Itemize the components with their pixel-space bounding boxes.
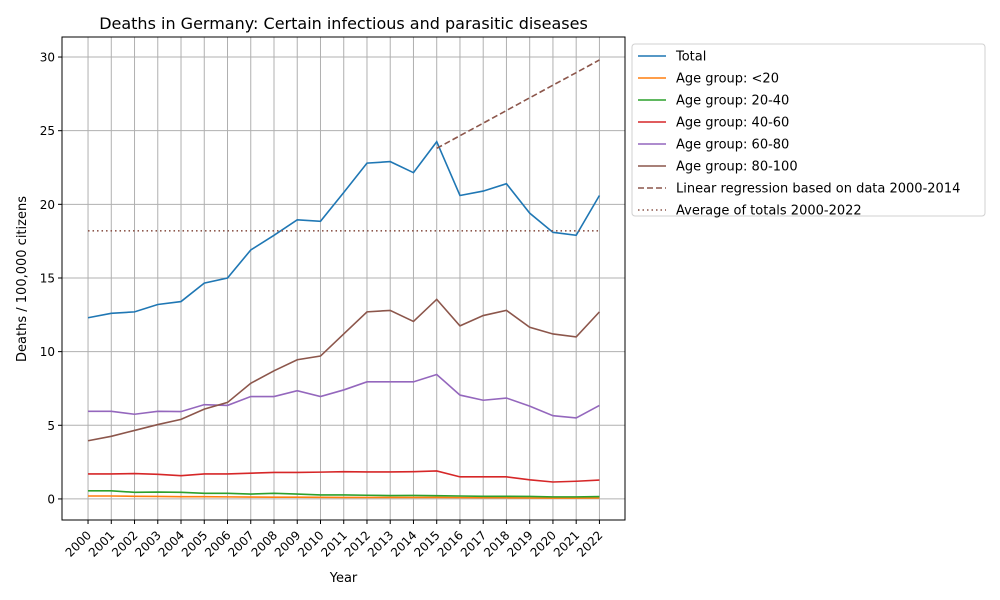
x-tick-label: 2022 — [574, 528, 605, 559]
x-tick-label: 2018 — [481, 528, 512, 559]
x-tick-label: 2019 — [504, 528, 535, 559]
y-tick-label: 0 — [47, 492, 55, 506]
y-tick-label: 15 — [40, 271, 55, 285]
y-tick-label: 5 — [47, 419, 55, 433]
legend-label: Age group: 60-80 — [676, 138, 789, 153]
series-line — [87, 140, 601, 319]
series-line — [87, 298, 601, 442]
x-tick-label: 2006 — [202, 528, 233, 559]
x-tick-label: 2005 — [179, 528, 210, 559]
x-tick-label: 2016 — [435, 528, 466, 559]
x-tick-label: 2003 — [132, 528, 163, 559]
series-line — [88, 490, 600, 498]
x-tick-label: 2008 — [249, 528, 280, 559]
series-line — [88, 470, 600, 483]
y-tick-label: 25 — [40, 124, 55, 138]
x-tick-label: 2001 — [86, 528, 117, 559]
series-line — [88, 495, 600, 499]
x-tick-label: 2010 — [295, 528, 326, 559]
legend-box — [631, 43, 986, 217]
legend-label: Average of totals 2000-2022 — [676, 204, 862, 219]
x-tick-label: 2015 — [411, 528, 442, 559]
legend-label: Age group: 20-40 — [676, 94, 789, 109]
legend-label: Total — [675, 50, 706, 65]
y-tick-label: 10 — [40, 345, 55, 359]
x-tick-label: 2007 — [225, 528, 256, 559]
x-tick-label: 2000 — [63, 528, 94, 559]
legend-label: Age group: <20 — [676, 72, 779, 87]
x-tick-label: 2004 — [156, 528, 187, 559]
x-tick-label: 2020 — [528, 528, 559, 559]
x-axis-label: Year — [329, 571, 358, 586]
x-tick-label: 2011 — [318, 528, 349, 559]
y-axis-label: Deaths / 100,000 citizens — [15, 196, 30, 362]
series-line — [88, 373, 600, 419]
y-tick-label: 30 — [40, 51, 55, 65]
plot-frame — [61, 36, 626, 521]
x-tick-label: 2012 — [342, 528, 373, 559]
legend-label: Linear regression based on data 2000-201… — [676, 182, 960, 197]
x-tick-label: 2017 — [458, 528, 489, 559]
x-tick-label: 2002 — [109, 528, 140, 559]
x-tick-label: 2013 — [365, 528, 396, 559]
x-tick-label: 2009 — [272, 528, 303, 559]
x-tick-label: 2014 — [388, 528, 419, 559]
legend-label: Age group: 40-60 — [676, 116, 789, 131]
legend-label: Age group: 80-100 — [676, 160, 798, 175]
y-tick-label: 20 — [40, 198, 55, 212]
chart-title: Deaths in Germany: Certain infectious an… — [99, 14, 588, 33]
series-line — [436, 59, 600, 150]
x-tick-label: 2021 — [551, 528, 582, 559]
